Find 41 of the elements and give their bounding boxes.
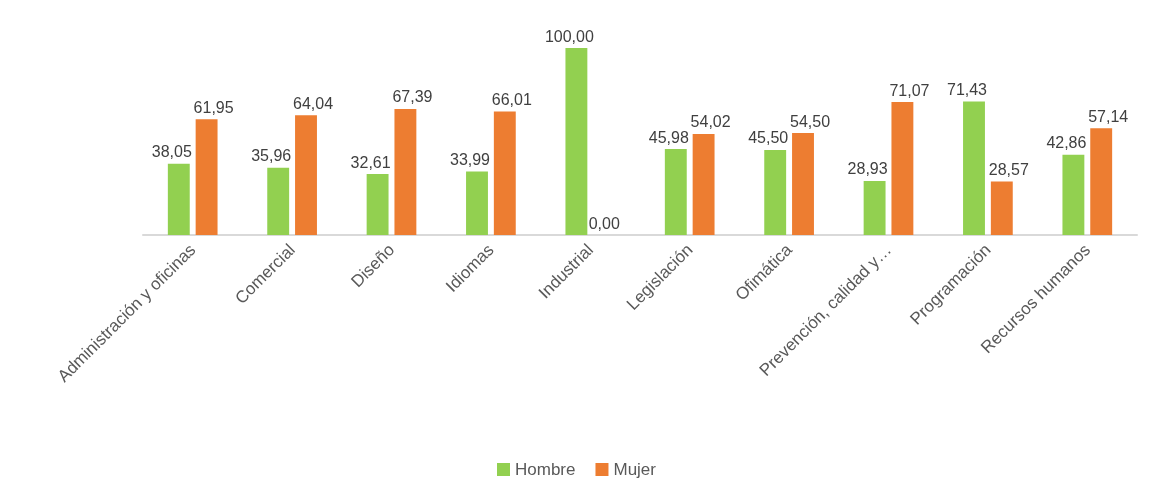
data-label: 28,93 [847,160,888,178]
bar [891,102,914,235]
data-label: 0,00 [588,214,620,232]
bar [764,149,787,235]
bar [1090,128,1113,235]
bar [394,108,417,235]
data-label: 67,39 [392,88,433,106]
bar [267,167,290,235]
bar [466,171,488,235]
bar [366,174,389,235]
data-label: 45,98 [648,128,689,146]
bar [493,111,516,235]
data-label: 54,02 [690,113,731,131]
legend-label: Mujer [613,460,657,479]
data-label: 33,99 [449,150,491,168]
data-label: 32,61 [350,153,391,171]
data-label: 45,50 [748,129,789,147]
data-label: 66,01 [491,91,532,109]
bar [692,133,715,235]
data-label: 61,95 [193,98,234,116]
data-label: 28,57 [988,161,1029,179]
bar [195,119,218,235]
bar [565,48,588,235]
bar [863,180,886,235]
bar [664,149,687,235]
bar [1062,154,1085,235]
bar [295,115,317,235]
data-label: 54,50 [789,112,831,130]
bar [990,181,1013,235]
data-label: 57,14 [1088,107,1129,125]
bar [792,133,814,235]
data-label: 71,07 [889,81,930,99]
legend-label: Hombre [515,460,576,479]
data-label: 71,43 [946,80,988,98]
bar [167,163,190,235]
bar [963,101,985,235]
data-label: 100,00 [544,27,594,45]
data-label: 42,86 [1046,134,1087,152]
data-label: 35,96 [251,147,292,165]
data-label: 64,04 [292,94,334,112]
data-label: 38,05 [151,143,192,161]
